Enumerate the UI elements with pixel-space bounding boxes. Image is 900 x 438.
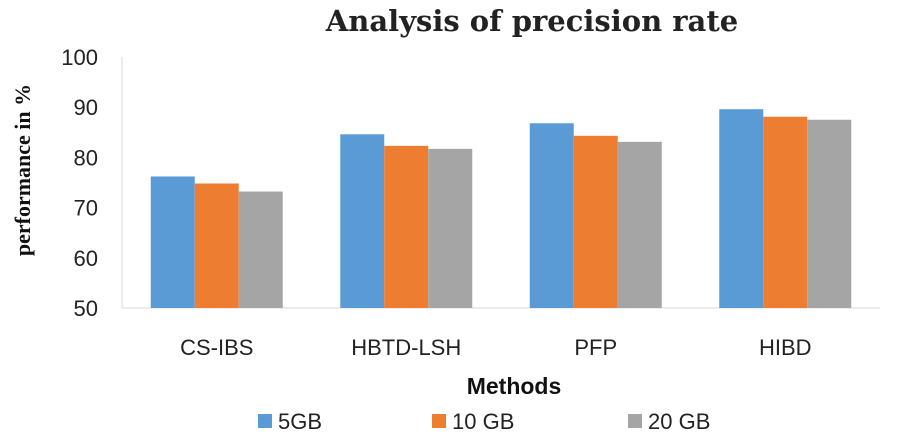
- bar-hibd-5gb: [719, 109, 764, 308]
- bar-hbtd-lsh-20gb: [428, 148, 473, 308]
- y-axis-label: performance in %: [10, 84, 35, 256]
- y-tick-label: 80: [74, 145, 98, 170]
- y-tick-label: 70: [74, 196, 98, 221]
- bar-pfp-10gb: [573, 135, 618, 308]
- bar-hibd-20gb: [807, 119, 852, 308]
- y-tick-label: 50: [74, 296, 98, 321]
- x-axis-label: Methods: [467, 373, 562, 399]
- bar-pfp-5gb: [529, 123, 574, 308]
- bar-hibd-10gb: [763, 116, 808, 308]
- legend-label: 10 GB: [452, 409, 514, 434]
- bar-pfp-20gb: [617, 141, 662, 308]
- y-tick-label: 100: [61, 45, 98, 70]
- bar-cs-ibs-5gb: [150, 176, 195, 308]
- legend-label: 5GB: [278, 409, 322, 434]
- category-labels: CS-IBS HBTD-LSH PFP HIBD: [180, 335, 811, 360]
- legend-swatch: [258, 414, 272, 428]
- y-tick-label: 60: [74, 246, 98, 271]
- category-label: HIBD: [759, 335, 812, 360]
- legend-label: 20 GB: [648, 409, 710, 434]
- bar-hbtd-lsh-10gb: [384, 145, 429, 308]
- bar-cs-ibs-20gb: [238, 191, 283, 308]
- bar-cs-ibs-10gb: [194, 183, 239, 308]
- category-label: PFP: [574, 335, 617, 360]
- bar-hbtd-lsh-5gb: [340, 134, 385, 308]
- y-axis-ticks: 50 60 70 80 90 100: [61, 45, 98, 321]
- y-tick-label: 90: [74, 95, 98, 120]
- category-label: CS-IBS: [180, 335, 253, 360]
- legend-swatch: [628, 414, 642, 428]
- legend-swatch: [432, 414, 446, 428]
- bars-group: [150, 109, 852, 308]
- chart-title: Analysis of precision rate: [325, 4, 738, 38]
- legend: 5GB 10 GB 20 GB: [258, 409, 710, 434]
- category-label: HBTD-LSH: [351, 335, 461, 360]
